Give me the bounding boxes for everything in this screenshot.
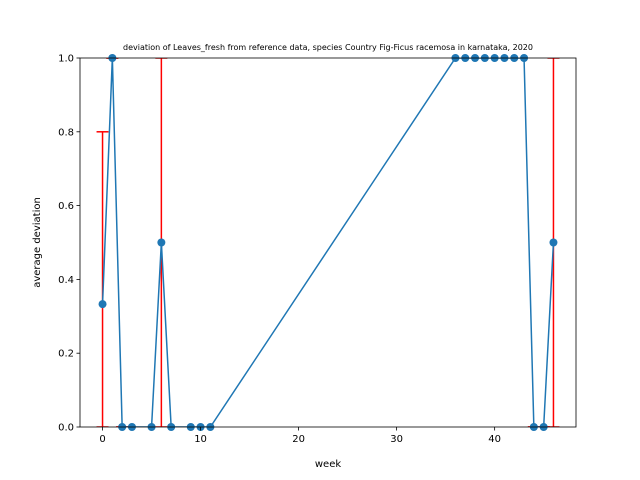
- x-tick-label: 10: [194, 434, 207, 445]
- data-point: [157, 238, 166, 247]
- x-tick-label: 30: [390, 434, 403, 445]
- series-line-0: [101, 58, 555, 427]
- x-tick-label: 40: [488, 434, 501, 445]
- y-axis-label: average deviation: [32, 197, 43, 288]
- chart-title: deviation of Leaves_fresh from reference…: [123, 43, 533, 52]
- plot-clipped: [96, 58, 560, 427]
- plot-frame: [79, 57, 577, 428]
- y-tick-label: 0.8: [58, 127, 74, 138]
- x-tick-label: 20: [292, 434, 305, 445]
- y-tick-label: 0.4: [58, 275, 74, 286]
- y-tick-label: 0.0: [58, 423, 74, 434]
- x-axis-label: week: [315, 459, 341, 470]
- axes: 0 10 20 30 40 0.0 0.2 0.4 0.6 0.8 1.0: [58, 54, 577, 445]
- y-tick-label: 1.0: [58, 54, 74, 65]
- data-point: [98, 300, 107, 309]
- y-tick-label: 0.6: [58, 201, 74, 212]
- plot-area: [96, 54, 560, 431]
- data-point: [549, 238, 558, 247]
- x-tick-label: 0: [99, 434, 105, 445]
- y-tick-label: 0.2: [58, 349, 74, 360]
